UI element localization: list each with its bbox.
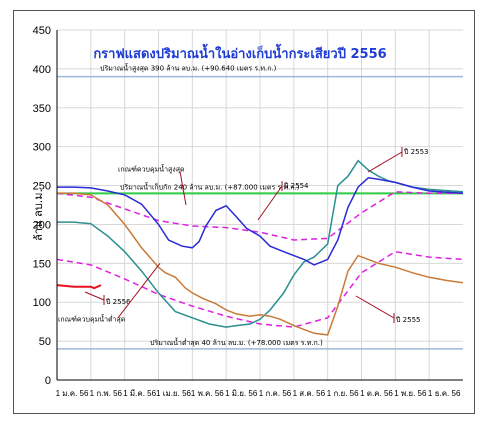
x-tick-label: 1 ก.ค. 56 xyxy=(259,389,292,398)
annotation-leader xyxy=(84,291,105,301)
rule-curve-label: เกณฑ์ควบคุมน้ำสูงสุด xyxy=(118,163,185,174)
y-tick-label: 300 xyxy=(33,142,51,154)
x-tick-label: 1 ธ.ค. 56 xyxy=(428,389,461,398)
rule-curve xyxy=(56,250,464,328)
series-annotation: ปี 2554 xyxy=(284,182,309,190)
annotation-leader xyxy=(257,185,283,221)
grid xyxy=(56,29,463,381)
x-tick-label: 1 มิ.ย. 56 xyxy=(225,389,258,398)
x-tick-label: 1 มี.ค. 56 xyxy=(123,389,156,398)
series-annotation: ปี 2556 xyxy=(106,298,131,306)
x-tick-label: 1 พ.ค. 56 xyxy=(191,389,224,398)
y-tick-label: 250 xyxy=(33,181,51,193)
reference-line-label: ปริมาณน้ำสูงสุด 390 ล้าน ลบ.ม. (+90.640 … xyxy=(100,62,277,73)
chart-title: กราฟแสดงปริมาณน้ำในอ่างเก็บน้ำกระเสียวปี… xyxy=(93,43,386,62)
series-line xyxy=(56,284,102,290)
y-tick-label: 350 xyxy=(33,103,51,115)
annotation-leader xyxy=(179,171,187,206)
y-tick-label: 0 xyxy=(45,375,51,387)
series-lines xyxy=(56,159,464,336)
y-tick-label: 100 xyxy=(33,297,51,309)
series-line xyxy=(57,159,464,328)
annotation-leader xyxy=(117,263,161,319)
series-line xyxy=(57,192,464,336)
series-annotation: ปี 2553 xyxy=(404,148,429,156)
reference-line-label: ปริมาณน้ำเก็บกัก 240 ล้าน ลบ.ม. (+87.000… xyxy=(120,180,300,191)
y-tick-label: 150 xyxy=(33,258,51,270)
y-tick-label: 450 xyxy=(33,25,51,37)
rule-curve-label: เกณฑ์ควบคุมน้ำต่ำสุด xyxy=(58,313,125,324)
reference-line-label: ปริมาณน้ำต่ำสุด 40 ล้าน ลบ.ม. (+78.000 เ… xyxy=(150,336,323,347)
reference-lines xyxy=(57,75,463,350)
x-tick-label: 1 ก.พ. 56 xyxy=(90,389,123,398)
annotations: ปริมาณน้ำสูงสุด 390 ล้าน ลบ.ม. (+90.640 … xyxy=(58,62,428,347)
x-tick-label: 1 พ.ย. 56 xyxy=(394,389,427,398)
x-tick-label: 1 ก.ย. 56 xyxy=(327,389,359,398)
series-annotation: ปี 2555 xyxy=(396,316,421,324)
x-tick-label: 1 ม.ค. 56 xyxy=(56,389,89,398)
x-tick-label: 1 ต.ค. 56 xyxy=(360,389,393,398)
x-tick-label: 1 ส.ค. 56 xyxy=(293,389,326,398)
y-axis-label: ล้าน ลบ.ม. xyxy=(32,189,45,241)
y-tick-label: 50 xyxy=(39,336,51,348)
y-tick-label: 400 xyxy=(33,64,51,76)
series-line xyxy=(57,177,464,266)
annotation-leader xyxy=(367,151,403,173)
x-tick-label: 1 เม.ย. 56 xyxy=(156,389,191,398)
annotation-leader xyxy=(355,295,395,319)
y-tick-label: 200 xyxy=(33,219,51,231)
